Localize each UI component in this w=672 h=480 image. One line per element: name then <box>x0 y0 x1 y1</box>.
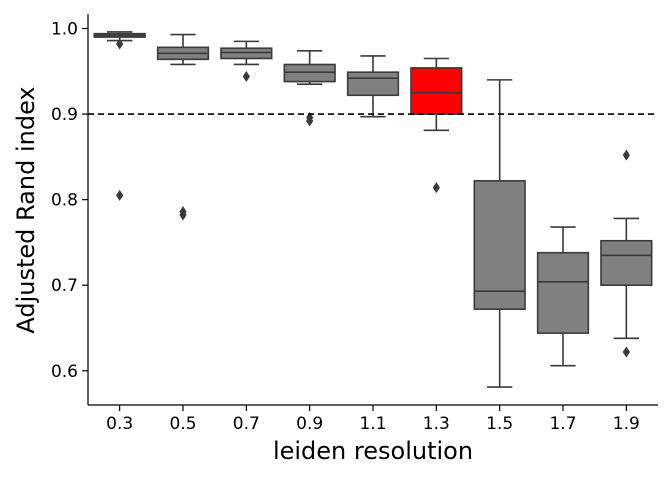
y-tick-label: 0.6 <box>51 362 78 382</box>
box-group-0.3 <box>93 31 146 201</box>
box-iqr <box>220 47 273 60</box>
box-group-0.5 <box>156 33 210 221</box>
x-tick-label: 0.3 <box>106 414 133 434</box>
box-group-1.9 <box>600 149 653 358</box>
outlier-point <box>116 189 124 201</box>
x-tick-label: 0.7 <box>233 414 260 434</box>
y-axis-title: Adjusted Rand index <box>12 86 40 333</box>
box-group-0.7 <box>220 40 273 82</box>
box-iqr <box>536 251 590 334</box>
x-tick-label: 1.9 <box>613 414 640 434</box>
x-axis-title: leiden resolution <box>273 437 473 465</box>
x-axis: 0.3 0.5 0.7 0.9 1.1 1.3 1.5 1.7 1.9 <box>88 404 658 434</box>
box-iqr <box>410 67 463 115</box>
x-tick-label: 1.1 <box>359 414 386 434</box>
outlier-point <box>242 70 250 82</box>
x-tick-label: 1.5 <box>486 414 513 434</box>
box-group-1.7 <box>536 226 590 367</box>
plot-area <box>88 31 658 388</box>
y-axis: 0.6 0.7 0.8 0.9 1.0 <box>51 14 89 405</box>
outlier-point <box>622 149 630 161</box>
box-group-1.1 <box>346 55 400 118</box>
y-tick-label: 0.8 <box>51 191 78 211</box>
box-iqr <box>600 239 653 287</box>
y-tick-label: 0.9 <box>51 105 78 125</box>
outlier-point <box>306 115 314 127</box>
box-group-1.3 <box>410 57 463 194</box>
x-tick-label: 1.3 <box>423 414 450 434</box>
box-group-1.5 <box>473 79 526 388</box>
x-tick-label: 0.5 <box>169 414 196 434</box>
box-group-0.9 <box>283 49 336 127</box>
outlier-point <box>622 346 630 358</box>
outlier-point <box>116 38 124 50</box>
x-tick-label: 1.7 <box>549 414 576 434</box>
outlier-point <box>179 209 187 221</box>
x-tick-label: 0.9 <box>296 414 323 434</box>
y-tick-label: 0.7 <box>51 276 78 296</box>
box-iqr <box>346 71 400 97</box>
box-iqr <box>473 180 526 310</box>
outlier-point <box>432 182 440 194</box>
box-iqr <box>283 63 336 83</box>
y-tick-label: 1.0 <box>51 20 78 40</box>
